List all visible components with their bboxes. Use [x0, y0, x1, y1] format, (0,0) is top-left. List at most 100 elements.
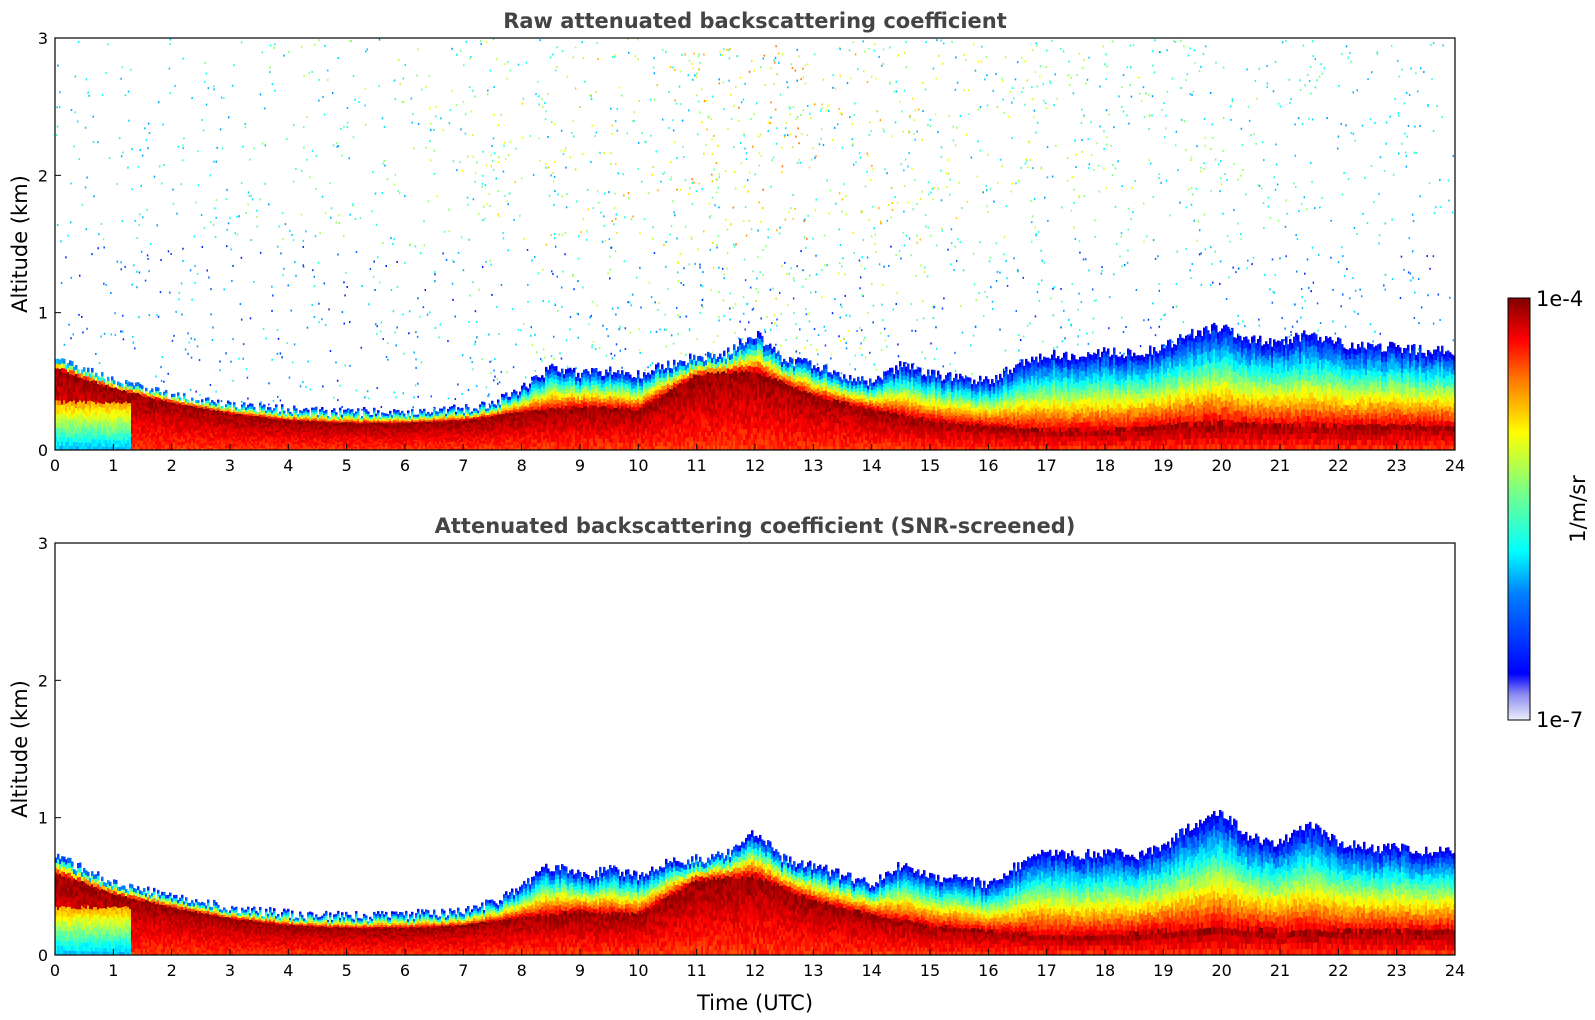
heatmap-cell	[103, 417, 106, 422]
heatmap-cell	[75, 441, 78, 447]
heatmap-cell	[237, 408, 240, 412]
heatmap-cell	[325, 445, 328, 449]
heatmap-cell	[279, 444, 282, 447]
heatmap-cell	[157, 396, 160, 401]
heatmap-cell	[271, 418, 274, 421]
heatmap-cell	[311, 426, 314, 430]
heatmap-cell	[97, 387, 100, 392]
heatmap-cell	[163, 438, 166, 442]
heatmap-cell	[73, 395, 76, 401]
heatmap-cell	[111, 420, 114, 425]
heatmap-cell	[291, 448, 294, 450]
heatmap-cell	[265, 420, 268, 423]
heatmap-cell	[197, 435, 200, 439]
heatmap-cell	[279, 413, 282, 416]
heatmap-cell	[251, 433, 254, 437]
heatmap-cell	[325, 429, 328, 433]
heatmap-cell	[333, 427, 336, 430]
heatmap-cell	[163, 394, 166, 398]
heatmap-cell	[141, 433, 144, 438]
heatmap-cell	[57, 363, 60, 369]
heatmap-cell	[341, 442, 344, 446]
heatmap-cell	[293, 421, 296, 424]
heatmap-cell	[365, 409, 368, 412]
heatmap-cell	[171, 396, 174, 401]
heatmap-cell	[149, 405, 152, 409]
heatmap-cell	[247, 429, 250, 433]
heatmap-cell	[129, 443, 132, 448]
heatmap-cell	[293, 423, 296, 427]
heatmap-cell	[165, 395, 168, 400]
heatmap-cell	[127, 389, 130, 394]
heatmap-cell	[117, 405, 120, 410]
heatmap-cell	[277, 429, 280, 433]
heatmap-cell	[81, 389, 84, 395]
heatmap-cell	[497, 399, 500, 403]
heatmap-cell	[251, 417, 254, 421]
heatmap-cell	[279, 417, 282, 420]
heatmap-cell	[347, 435, 350, 439]
heatmap-cell	[255, 440, 258, 443]
heatmap-cell	[231, 413, 234, 417]
heatmap-cell	[73, 408, 76, 413]
heatmap-cell	[197, 420, 200, 424]
heatmap-cell	[85, 446, 88, 450]
heatmap-cell	[265, 416, 268, 419]
heatmap-cell	[245, 409, 248, 413]
heatmap-cell	[235, 413, 238, 417]
heatmap-cell	[147, 407, 150, 411]
heatmap-cell	[337, 418, 340, 421]
heatmap-cell	[171, 421, 174, 426]
heatmap-cell	[117, 415, 120, 420]
heatmap-cell	[311, 443, 314, 447]
heatmap-cell	[253, 409, 256, 412]
heatmap-cell	[159, 432, 162, 436]
heatmap-cell	[177, 392, 180, 396]
heatmap-cell	[343, 443, 346, 447]
heatmap-cell	[65, 368, 68, 374]
heatmap-cell	[277, 415, 280, 418]
heatmap-cell	[91, 404, 94, 410]
heatmap-cell	[197, 442, 200, 446]
heatmap-cell	[97, 446, 100, 450]
heatmap-cell	[265, 430, 268, 433]
heatmap-cell	[127, 399, 130, 404]
heatmap-cell	[311, 433, 314, 436]
heatmap-cell	[225, 438, 228, 442]
heatmap-cell	[195, 445, 198, 449]
heatmap-cell	[197, 425, 200, 429]
heatmap-cell	[339, 435, 342, 438]
heatmap-cell	[255, 424, 258, 428]
heatmap-cell	[249, 424, 252, 428]
heatmap-cell	[141, 404, 144, 409]
heatmap-cell	[277, 433, 280, 436]
heatmap-cell	[249, 428, 252, 432]
heatmap-cell	[211, 430, 214, 434]
heatmap-cell	[65, 394, 68, 400]
heatmap-cell	[227, 405, 230, 409]
heatmap-cell	[61, 376, 64, 382]
heatmap-cell	[69, 432, 72, 438]
heatmap-cell	[87, 367, 90, 373]
heatmap-cell	[331, 410, 334, 413]
heatmap-cell	[197, 447, 200, 450]
heatmap-cell	[69, 423, 72, 429]
heatmap-cell	[333, 422, 336, 426]
heatmap-cell	[67, 367, 70, 373]
heatmap-cell	[247, 416, 250, 419]
heatmap-cell	[123, 427, 126, 432]
heatmap-cell	[55, 422, 58, 428]
heatmap-cell	[157, 387, 160, 392]
heatmap-cell	[137, 388, 140, 393]
heatmap-cell	[341, 428, 344, 432]
heatmap-cell	[77, 369, 80, 374]
heatmap-cell	[119, 396, 122, 401]
heatmap-cell	[191, 410, 194, 414]
heatmap-cell	[277, 420, 280, 424]
heatmap-cell	[223, 420, 226, 424]
heatmap-cell	[95, 434, 98, 439]
heatmap-cell	[165, 428, 168, 433]
heatmap-cell	[55, 399, 58, 405]
heatmap-cell	[133, 414, 136, 419]
heatmap-cell	[309, 418, 312, 421]
